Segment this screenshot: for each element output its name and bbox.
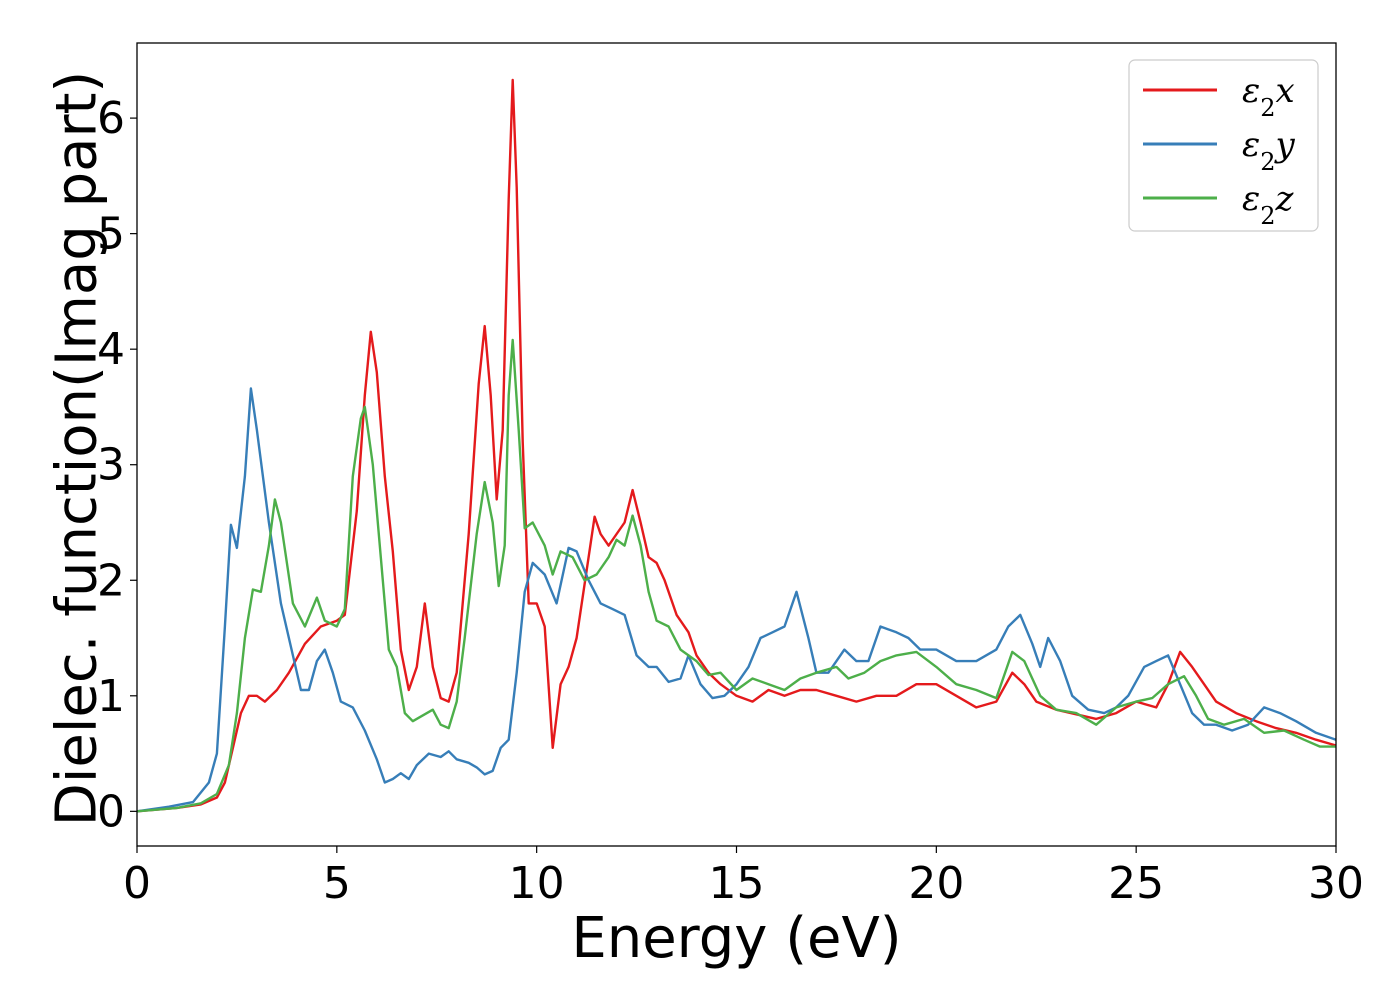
x-axis-title: Energy (eV) bbox=[571, 906, 901, 971]
legend-label-x: ε2x bbox=[1242, 71, 1295, 122]
x-tick-label: 30 bbox=[1308, 858, 1364, 909]
x-tick-label: 20 bbox=[908, 858, 964, 909]
y-tick-label: 5 bbox=[97, 209, 125, 260]
y-tick-label: 4 bbox=[97, 324, 125, 375]
y-axis-title: Dielec. function(Imag part) bbox=[45, 71, 110, 827]
series-layer bbox=[136, 78, 1337, 813]
x-tick-label: 5 bbox=[323, 858, 351, 909]
y-tick-label: 2 bbox=[97, 555, 125, 606]
legend-box bbox=[1128, 59, 1319, 232]
ticks-layer: 0 5 10 15 20 25 30 0 1 2 3 4 5 6 bbox=[97, 93, 1364, 909]
y-tick-label: 6 bbox=[97, 93, 125, 144]
legend-label-z: ε2z bbox=[1242, 179, 1295, 230]
series-line-z bbox=[136, 338, 1336, 813]
x-tick-label: 0 bbox=[123, 858, 151, 909]
y-tick-label: 0 bbox=[97, 786, 125, 837]
legend-label-y: ε2y bbox=[1242, 125, 1296, 176]
x-tick-label: 15 bbox=[709, 858, 765, 909]
x-tick-label: 25 bbox=[1108, 858, 1164, 909]
y-tick-label: 3 bbox=[97, 440, 125, 491]
x-tick-label: 10 bbox=[509, 858, 565, 909]
y-tick-label: 1 bbox=[97, 671, 125, 722]
series-line-y bbox=[136, 387, 1337, 813]
